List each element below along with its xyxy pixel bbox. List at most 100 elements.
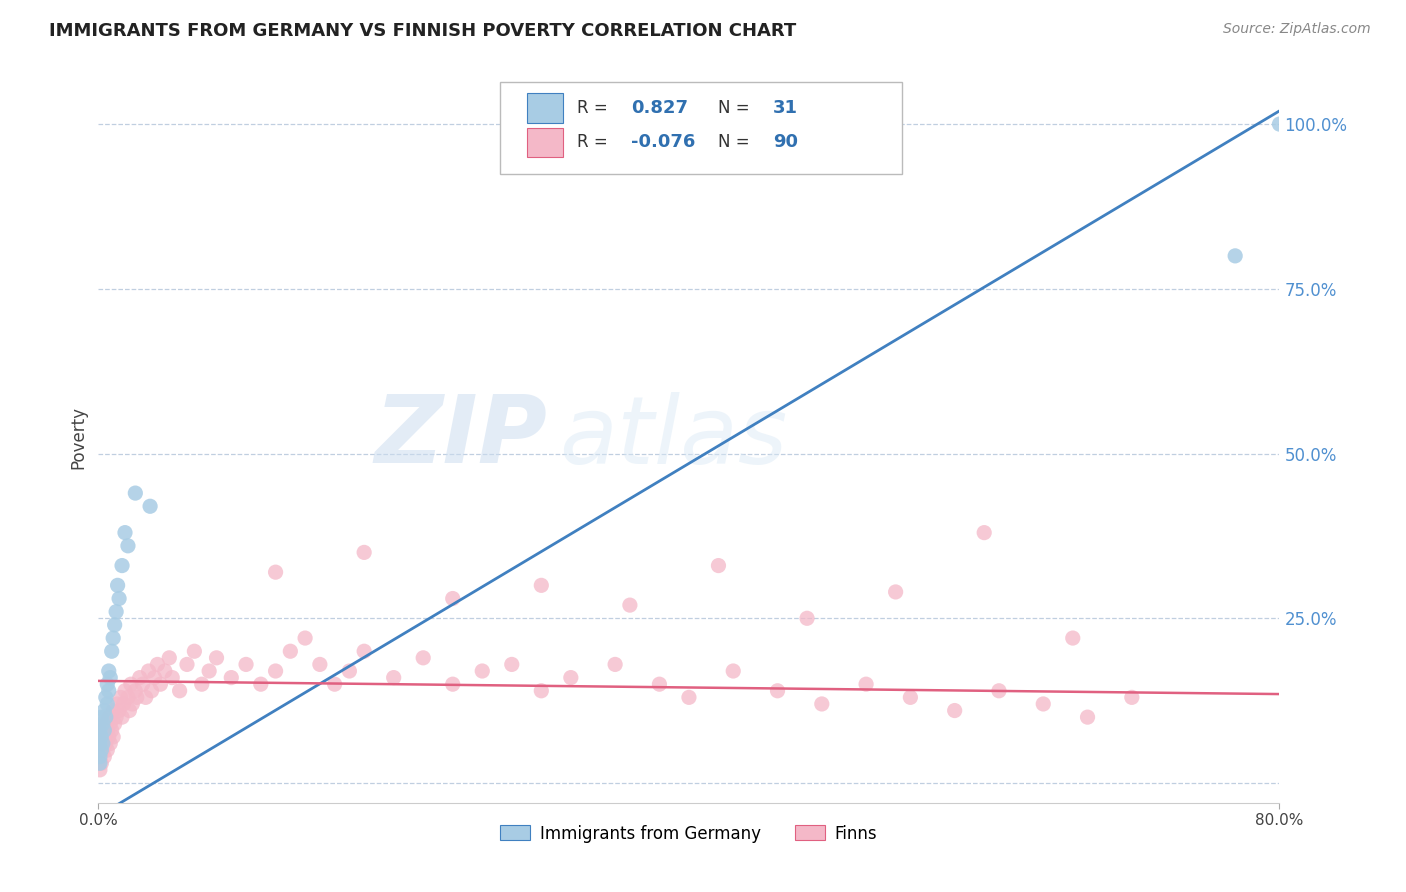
Point [105,710,128,724]
Point [107,697,129,711]
Point [900,690,922,705]
Point [183,644,205,658]
Point [97,710,120,724]
Point [471,664,494,678]
Text: N =: N = [718,133,755,152]
Point [766,683,789,698]
Point [353,545,375,559]
Point [441,591,464,606]
Point [264,664,287,678]
Text: R =: R = [576,133,613,152]
Point [280,644,302,658]
Point [309,657,332,672]
Point [162,671,183,685]
Point [110,690,132,705]
Point [117,690,139,705]
Point [90,730,112,744]
Point [98,737,121,751]
Point [723,664,745,678]
Point [353,644,375,658]
Point [89,743,111,757]
Point [412,650,434,665]
Point [648,677,671,691]
Point [98,671,121,685]
Point [103,631,125,645]
Point [121,697,143,711]
Point [205,650,228,665]
Point [1121,690,1143,705]
Point [94,716,117,731]
Point [90,737,112,751]
Point [1268,117,1291,131]
Point [943,704,966,718]
Point [143,671,166,685]
Point [98,716,121,731]
Point [97,730,120,744]
Point [93,704,115,718]
Point [139,500,162,514]
Point [294,631,316,645]
Point [501,657,523,672]
Point [91,737,114,751]
Point [105,605,128,619]
Text: -0.076: -0.076 [631,133,696,152]
Text: IMMIGRANTS FROM GERMANY VS FINNISH POVERTY CORRELATION CHART: IMMIGRANTS FROM GERMANY VS FINNISH POVER… [49,22,796,40]
Point [89,756,111,771]
Point [107,578,129,592]
Point [93,730,115,744]
Point [884,585,907,599]
Point [90,743,112,757]
FancyBboxPatch shape [501,82,901,174]
Point [124,683,146,698]
Text: 0.827: 0.827 [631,99,688,117]
Point [157,650,180,665]
Point [339,664,361,678]
Point [93,749,115,764]
Point [94,737,117,751]
Point [89,723,111,738]
Point [111,558,134,573]
Point [96,743,118,757]
Point [1077,710,1099,724]
Point [125,690,148,705]
Point [153,664,176,678]
Point [100,644,122,658]
Text: R =: R = [576,99,613,117]
Point [135,690,157,705]
Point [118,704,141,718]
Point [250,677,273,691]
Point [619,598,641,612]
Point [108,591,131,606]
Text: atlas: atlas [560,392,787,483]
Point [91,716,114,731]
Point [128,671,150,685]
Point [124,486,146,500]
Point [191,677,214,691]
Point [89,763,111,777]
Point [104,716,127,731]
Point [560,671,582,685]
Text: Source: ZipAtlas.com: Source: ZipAtlas.com [1223,22,1371,37]
Point [132,677,155,691]
Bar [527,94,562,122]
Point [120,677,142,691]
Point [90,710,112,724]
Point [112,697,135,711]
Point [605,657,627,672]
Point [90,756,112,771]
Point [973,525,995,540]
Point [176,657,198,672]
Point [530,683,553,698]
Point [149,677,172,691]
Point [855,677,877,691]
Point [114,525,136,540]
Point [89,737,111,751]
Point [114,683,136,698]
Point [104,618,127,632]
Text: ZIP: ZIP [374,391,547,483]
Point [91,743,114,757]
Point [117,539,139,553]
Point [235,657,257,672]
Point [530,578,553,592]
Point [810,697,832,711]
